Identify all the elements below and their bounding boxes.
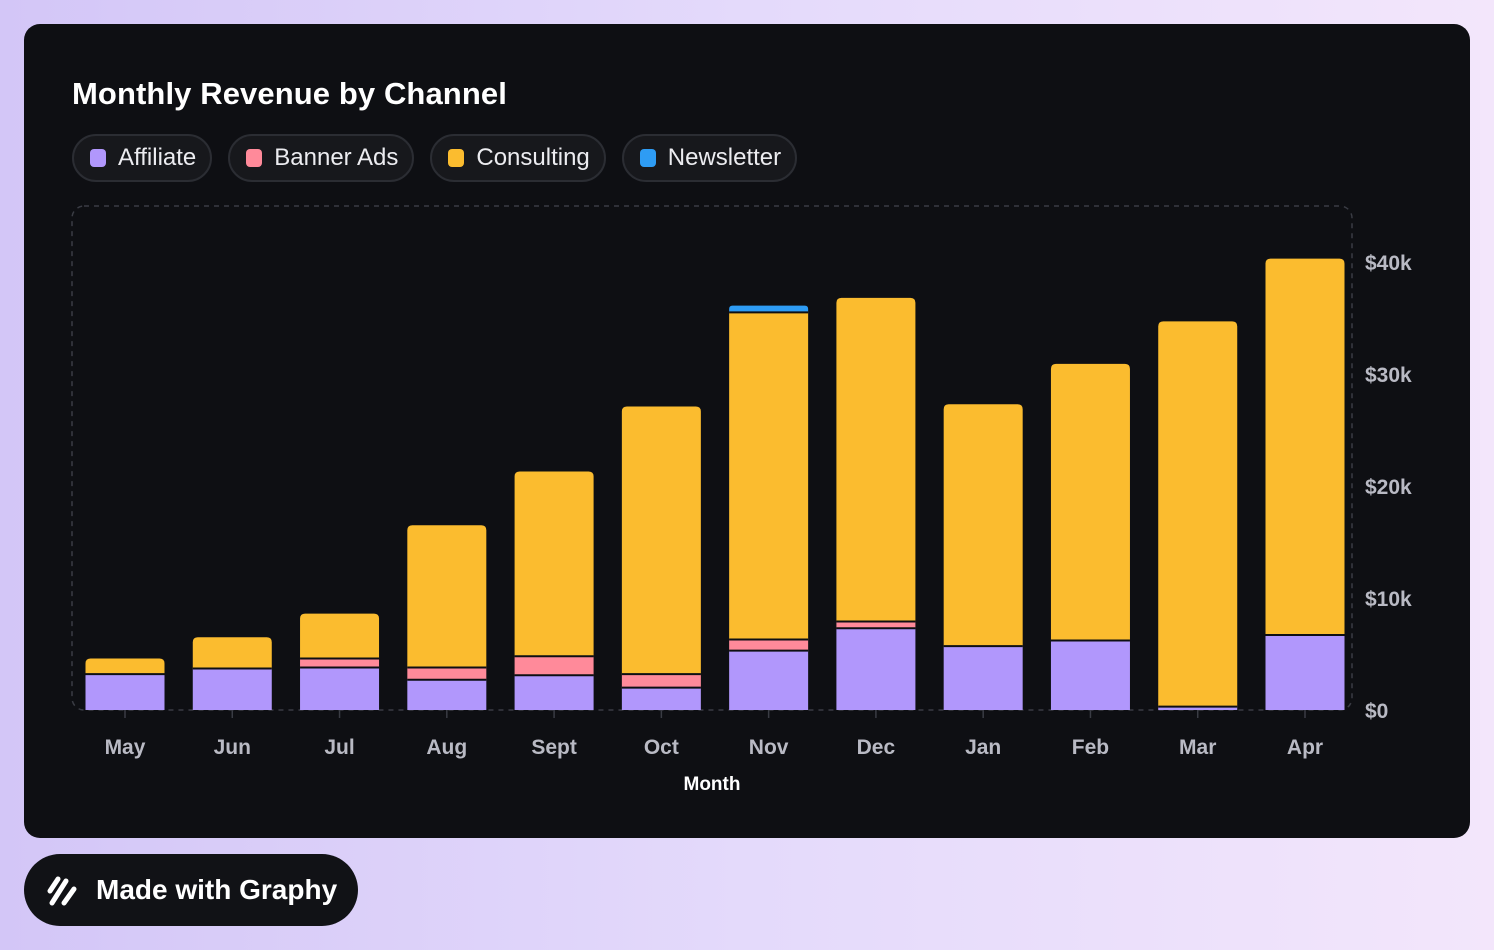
bar-oct-affiliate (621, 687, 701, 710)
legend-label-consulting: Consulting (476, 144, 590, 171)
bar-aug-affiliate (407, 679, 487, 710)
legend-label-affiliate: Affiliate (118, 144, 197, 171)
bar-apr-consulting (1265, 258, 1345, 635)
bar-jul-consulting (300, 613, 380, 659)
chart-card: Monthly Revenue by Channel Affiliate Ban… (24, 24, 1470, 838)
bar-dec-consulting (836, 297, 916, 622)
bar-feb-affiliate (1050, 640, 1130, 710)
x-tick-label: Aug (426, 736, 467, 759)
x-tick-label: Nov (749, 736, 789, 759)
bar-dec-banner-ads (836, 621, 916, 629)
x-tick-label: Mar (1179, 736, 1216, 759)
bar-jul-affiliate (300, 667, 380, 710)
x-tick-label: Dec (857, 736, 896, 759)
bar-mar-affiliate (1158, 706, 1238, 710)
bar-jan-affiliate (943, 646, 1023, 710)
x-tick-label: Sept (531, 736, 577, 759)
bar-jul-banner-ads (300, 658, 380, 668)
legend-item-consulting[interactable]: Consulting (430, 134, 606, 182)
plot-frame (71, 205, 1353, 711)
legend-swatch-newsletter (639, 149, 656, 167)
y-tick-label: $20k (1365, 476, 1412, 499)
bar-nov-banner-ads (729, 639, 809, 651)
chart-title: Monthly Revenue by Channel (72, 76, 507, 111)
bar-jun-consulting (192, 637, 272, 669)
x-tick-label: Jan (965, 736, 1001, 759)
bar-dec-affiliate (836, 628, 916, 710)
legend-swatch-banner-ads (246, 149, 263, 167)
graphy-logo-icon (47, 876, 77, 906)
x-tick-label: Jul (324, 736, 354, 759)
made-with-graphy-badge[interactable]: Made with Graphy (24, 854, 358, 926)
bar-may-affiliate (85, 674, 165, 710)
y-tick-label: $30k (1365, 364, 1412, 387)
y-tick-label: $40k (1365, 252, 1412, 275)
bar-nov-consulting (729, 312, 809, 640)
x-tick-label: Apr (1287, 736, 1323, 759)
bar-nov-newsletter (729, 305, 809, 313)
bar-may-consulting (85, 658, 165, 675)
bar-sept-consulting (514, 471, 594, 657)
legend: Affiliate Banner Ads Consulting Newslett… (72, 134, 798, 182)
stacked-bar-chart: $0 $10k $20k $30k $40k May Jun Jul Aug Sept Oct Nov… (71, 205, 1412, 795)
bar-aug-banner-ads (407, 667, 487, 680)
bar-jun-affiliate (192, 668, 272, 710)
bar-apr-affiliate (1265, 634, 1345, 710)
x-tick-label: Feb (1072, 736, 1109, 759)
y-tick-label: $10k (1365, 588, 1412, 611)
x-tick-label: Jun (214, 736, 251, 759)
y-tick-label: $0 (1365, 700, 1388, 723)
bar-oct-consulting (621, 406, 701, 675)
legend-swatch-consulting (448, 149, 465, 167)
legend-item-affiliate[interactable]: Affiliate (72, 134, 213, 182)
bar-jan-consulting (943, 404, 1023, 647)
legend-swatch-affiliate (90, 149, 106, 167)
bar-mar-consulting (1158, 321, 1238, 707)
bar-sept-banner-ads (514, 656, 594, 676)
bar-nov-affiliate (729, 650, 809, 710)
bar-feb-consulting (1050, 363, 1130, 641)
legend-label-newsletter: Newsletter (667, 144, 782, 171)
bar-oct-banner-ads (621, 674, 701, 688)
x-tick-label: May (105, 736, 146, 759)
bar-sept-affiliate (514, 675, 594, 710)
legend-label-banner-ads: Banner Ads (274, 144, 399, 171)
legend-item-banner-ads[interactable]: Banner Ads (228, 134, 415, 182)
bar-aug-consulting (407, 525, 487, 668)
x-axis-title: Month (684, 774, 741, 795)
x-tick-label: Oct (644, 736, 679, 759)
badge-label: Made with Graphy (96, 874, 338, 905)
legend-item-newsletter[interactable]: Newsletter (621, 134, 798, 182)
